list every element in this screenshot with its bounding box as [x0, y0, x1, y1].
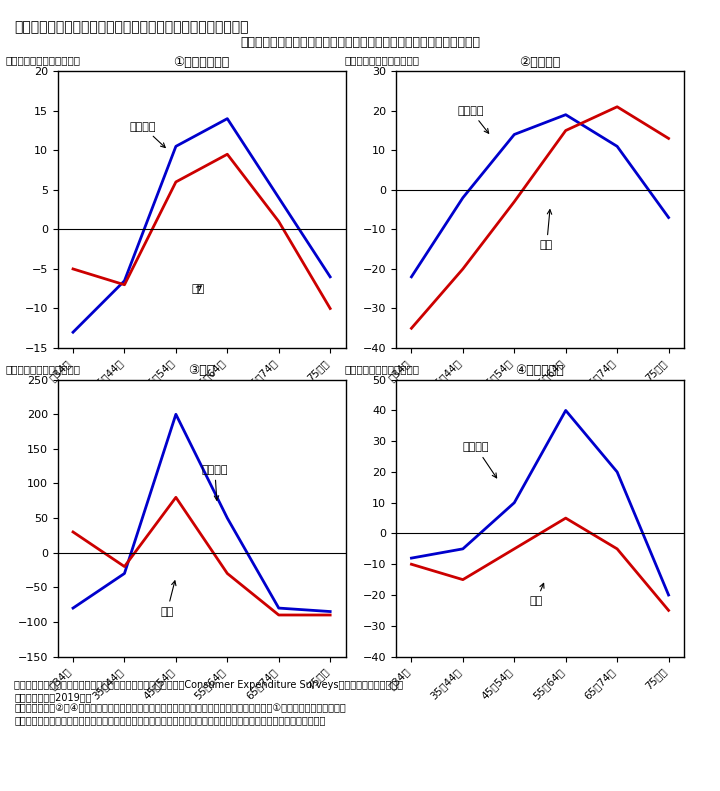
Text: コラム３－１－４図　日本とアメリカの項目別等価消費の比較: コラム３－１－４図 日本とアメリカの項目別等価消費の比較: [14, 20, 249, 34]
Text: アメリカ: アメリカ: [130, 122, 165, 148]
Text: （平均からのかい離、％）: （平均からのかい離、％）: [6, 364, 81, 374]
Text: アメリカと比べて、日本は高齢者において飲食料品を平均より多く支出: アメリカと比べて、日本は高齢者において飲食料品を平均より多く支出: [240, 36, 480, 48]
Text: 日本: 日本: [540, 210, 553, 250]
Title: ④娯楽・宿泊: ④娯楽・宿泊: [516, 364, 564, 377]
Text: 日本: 日本: [192, 284, 204, 293]
Text: （平均からのかい離、％）: （平均からのかい離、％）: [6, 55, 81, 66]
Text: 日本: 日本: [161, 581, 176, 616]
Text: （平均からのかい離、％）: （平均からのかい離、％）: [344, 364, 419, 374]
Text: アメリカ: アメリカ: [463, 442, 497, 478]
Text: アメリカ: アメリカ: [458, 106, 489, 134]
Title: ③教育: ③教育: [189, 364, 215, 377]
Title: ②飲食料品: ②飲食料品: [519, 55, 561, 69]
Text: アメリカ: アメリカ: [202, 464, 228, 500]
Text: （備考）　１．総務省「全国家計構造調査」、アメリカ労働省「Consumer Expenditure Surveys」により作成。総世帯。
　　　　　　　2019: （備考） １．総務省「全国家計構造調査」、アメリカ労働省「Consumer Ex…: [14, 680, 403, 725]
Text: 日本: 日本: [530, 583, 544, 606]
Text: （平均からのかい離、％）: （平均からのかい離、％）: [344, 55, 419, 66]
Title: ①消費支出全体: ①消費支出全体: [174, 55, 230, 69]
